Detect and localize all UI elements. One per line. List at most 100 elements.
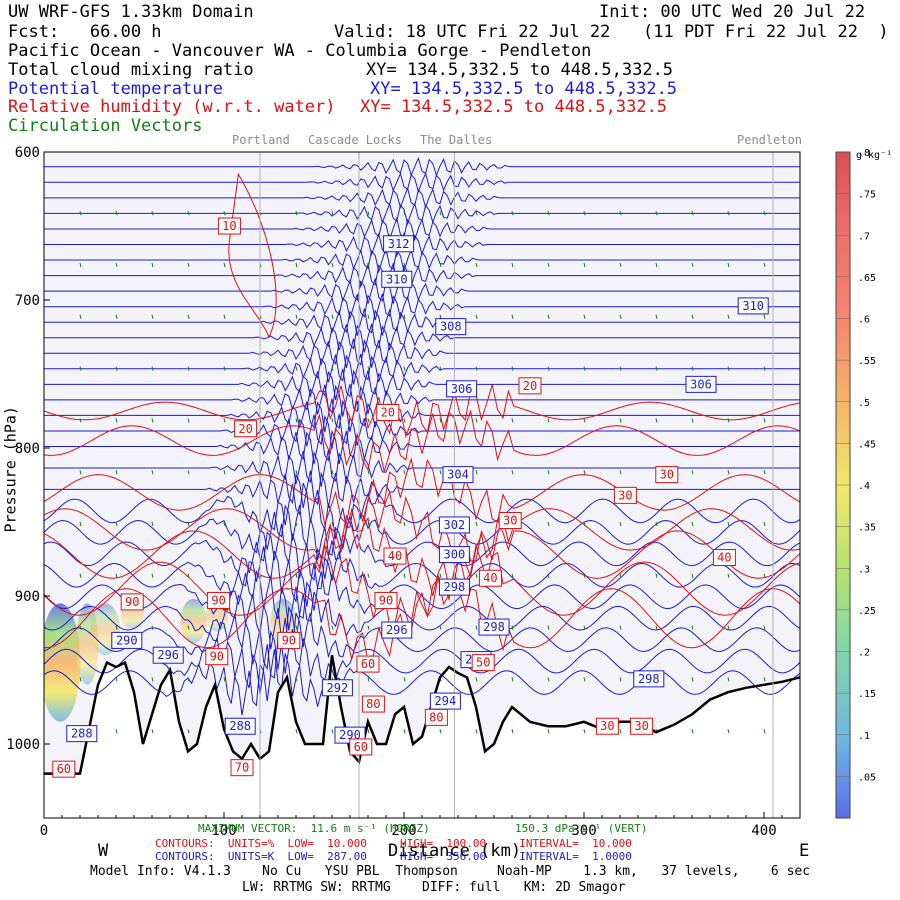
rh-contour: [44, 384, 800, 439]
theta-label-box: [438, 546, 470, 564]
circulation-vector: [763, 366, 766, 371]
circulation-vector: [403, 677, 406, 682]
circulation-vector: [115, 625, 118, 630]
circulation-vector: [295, 521, 298, 527]
circulation-vector: [295, 211, 298, 216]
circulation-vector: [727, 729, 730, 734]
theta-contour: [44, 428, 800, 465]
circulation-vector: [187, 211, 190, 216]
circulation-vector: [511, 314, 514, 319]
circulation-vector: [583, 677, 586, 682]
circulation-vector: [475, 470, 478, 475]
region-label: Pacific Ocean - Vancouver WA - Columbia …: [8, 41, 592, 61]
rh-label-box: [613, 486, 637, 504]
circulation-vector: [439, 314, 442, 319]
theta-label-box: [111, 631, 143, 649]
circulation-vector: [547, 625, 550, 630]
circulation-vector: [79, 677, 82, 682]
theta-contour: [44, 293, 800, 321]
circulation-vector: [547, 418, 550, 423]
init-time: Init: 00 UTC Wed 20 Jul 22: [599, 2, 866, 22]
circulation-vector: [763, 418, 766, 423]
rh-label-box: [374, 591, 398, 609]
circulation-vector: [619, 470, 622, 475]
rh-label: 20: [381, 405, 395, 419]
circulation-vector: [151, 729, 154, 734]
theta-contour: [44, 216, 800, 242]
circulation-vector: [511, 211, 514, 216]
rh-label-box: [630, 717, 654, 735]
rh-contour: [44, 514, 800, 596]
cloud-patch: [180, 598, 207, 644]
circulation-vector: [367, 677, 370, 682]
rh-label-box: [712, 549, 736, 567]
circulation-vector: [115, 418, 118, 423]
circulation-vector: [403, 470, 406, 475]
circulation-vector: [403, 211, 406, 216]
circulation-vector: [763, 677, 766, 682]
rh-label-box: [478, 569, 502, 587]
circulation-vector: [223, 677, 226, 682]
circulation-vector: [151, 211, 154, 216]
theta-contour: [44, 186, 800, 210]
circulation-vector: [655, 625, 658, 630]
circulation-vector: [115, 470, 118, 475]
theta-contour: [44, 246, 800, 274]
circulation-vector: [619, 314, 622, 319]
rh-label-box: [349, 738, 373, 756]
rh-label: 30: [618, 488, 632, 502]
field-rh-name: Relative humidity (w.r.t. water): [8, 97, 336, 117]
theta-contour: [44, 278, 800, 304]
circulation-vector: [583, 729, 586, 734]
colorbar-label: .2: [858, 648, 870, 659]
field-cloud-name: Total cloud mixing ratio: [8, 60, 254, 80]
rh-label: 40: [388, 549, 402, 563]
theta-contour: [44, 591, 800, 650]
theta-label: 296: [157, 648, 179, 662]
circulation-vector: [547, 729, 550, 734]
theta-label-box: [435, 318, 467, 336]
colorbar-label: .5: [858, 398, 870, 409]
theta-label-box: [66, 725, 98, 743]
circulation-vector: [727, 625, 730, 630]
theta-contour: [44, 504, 800, 561]
colorbar-label: .3: [858, 564, 870, 575]
theta-contour: [44, 338, 800, 369]
circulation-vector: [151, 418, 154, 423]
circulation-vector: [439, 262, 442, 268]
circulation-vector: [79, 314, 82, 319]
rh-label: 30: [634, 719, 648, 733]
field-theta-name: Potential temperature: [8, 79, 223, 99]
circulation-vector: [115, 314, 118, 319]
circulation-vector: [547, 314, 550, 319]
circulation-vector: [331, 521, 334, 527]
location-pendleton: Pendleton: [737, 133, 803, 147]
theta-contour: [44, 368, 800, 401]
y-tick-label: 1000: [6, 737, 40, 753]
circulation-vector: [763, 262, 766, 268]
circulation-vector: [655, 521, 658, 527]
max-vector-horiz: MAXIMUM VECTOR: 11.6 m s⁻¹ (HORIZ): [198, 822, 430, 835]
rh-label-box: [471, 654, 495, 672]
colorbar-label: .7: [858, 231, 870, 242]
circulation-vector: [151, 625, 154, 630]
x-tick-label: 300: [571, 823, 596, 839]
circulation-vector: [295, 677, 298, 682]
circulation-vector: [475, 418, 478, 423]
circulation-vector: [655, 418, 658, 423]
rh-label: 30: [660, 468, 674, 482]
circulation-vector: [331, 418, 334, 423]
circulation-vector: [619, 625, 622, 630]
circulation-vector: [547, 366, 550, 371]
circulation-vector: [583, 262, 586, 268]
forecast-hour: Fcst: 66.00 h: [8, 22, 162, 42]
rh-label-box: [595, 717, 619, 735]
theta-contour: [44, 261, 800, 289]
circulation-vector: [187, 677, 190, 682]
rh-label: 20: [238, 422, 252, 436]
circulation-vector: [619, 262, 622, 268]
model-info: Model Info: V4.1.3 No Cu YSU PBL Thompso…: [90, 864, 811, 879]
rh-label: 30: [503, 514, 517, 528]
circulation-vector: [583, 625, 586, 630]
